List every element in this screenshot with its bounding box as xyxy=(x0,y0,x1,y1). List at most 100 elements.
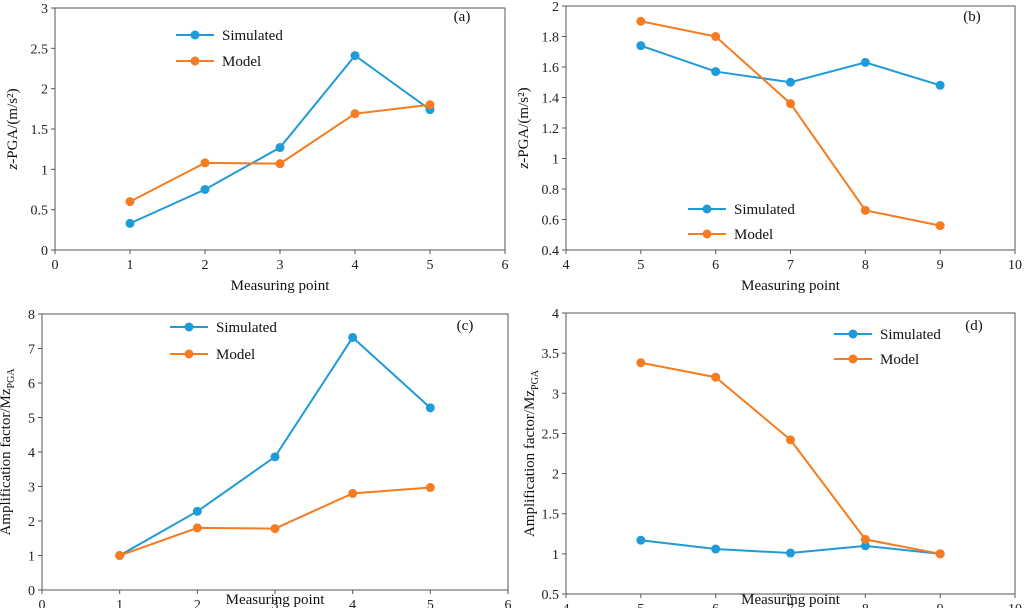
panel-a-xtick-label: 5 xyxy=(427,258,434,273)
panel-b-xtick-label: 10 xyxy=(1008,258,1022,273)
panel-d-xtick-label: 9 xyxy=(937,602,944,608)
panel-b-ytick-label: 1 xyxy=(552,153,559,168)
panel-d-xtick-label: 8 xyxy=(862,602,869,608)
panel-a-ytick-label: 2 xyxy=(41,83,48,98)
panel-a-series-simulated-point xyxy=(350,51,360,61)
panel-b-series-simulated-point xyxy=(860,57,870,67)
panel-a-ytick-label: 1.5 xyxy=(31,123,49,138)
panel-a-legend-label-simulated: Simulated xyxy=(222,28,283,44)
panel-d-legend-label-simulated: Simulated xyxy=(880,327,941,343)
panel-b-xtick-label: 6 xyxy=(712,258,719,273)
panel-b-xtick-label: 4 xyxy=(563,258,570,273)
panel-c-label: (c) xyxy=(457,318,474,334)
panel-d-ytick-label: 4 xyxy=(552,307,559,322)
panel-c-xtick-label: 6 xyxy=(505,598,512,608)
panel-c-ytick-label: 7 xyxy=(28,343,35,358)
panel-a-xtick-label: 0 xyxy=(52,258,59,273)
panel-c-ytick-label: 3 xyxy=(28,481,35,496)
panel-a-ytick-label: 0.5 xyxy=(31,204,49,219)
panel-c-ytick-label: 1 xyxy=(28,550,35,565)
panel-a-series-model-point xyxy=(275,159,285,169)
panel-c-series-simulated-point xyxy=(192,506,202,516)
panel-c-ylabel: Amplification factor/MzPGA xyxy=(0,368,17,536)
panel-c-legend-marker-simulated xyxy=(184,322,194,332)
panel-b-legend-label-simulated: Simulated xyxy=(734,202,795,218)
panel-d-ytick-label: 3 xyxy=(552,387,559,402)
panel-c-series-simulated-point xyxy=(348,332,358,342)
panel-c-series-model-point xyxy=(115,551,125,560)
panel-b-legend-marker-simulated xyxy=(702,204,712,214)
panel-a-legend-marker-model xyxy=(190,56,200,66)
panel-b-series-simulated-point xyxy=(935,80,945,90)
panel-a-plot-frame xyxy=(54,7,506,251)
panel-c-ytick-label: 2 xyxy=(28,515,35,530)
panel-b-ytick-label: 0.8 xyxy=(542,183,560,198)
panel-c-xtick-label: 4 xyxy=(349,598,356,608)
panel-b-series-model-point xyxy=(636,16,646,26)
panel-d-xtick-label: 5 xyxy=(637,602,644,608)
panel-a-ytick-label: 1 xyxy=(41,163,48,178)
panel-b-ytick-label: 1.4 xyxy=(542,92,560,107)
panel-a-xtick-label: 3 xyxy=(277,258,284,273)
panel-c-series-simulated-line xyxy=(119,335,432,557)
panel-a-ytick-label: 0 xyxy=(41,244,48,259)
panel-b-xtick-label: 9 xyxy=(937,258,944,273)
panel-d-series-simulated-point xyxy=(711,544,721,554)
panel-a-series-model-point xyxy=(350,109,360,119)
panel-c-legend-label-simulated: Simulated xyxy=(216,320,277,336)
panel-b-series-model-point xyxy=(711,32,721,41)
panel-c-legend-label-model: Model xyxy=(216,347,255,363)
panel-c-xtick-label: 0 xyxy=(39,598,46,608)
panel-d-series-simulated-point xyxy=(860,541,870,551)
panel-c-ytick-label: 5 xyxy=(28,412,35,427)
panel-a-xtick-label: 2 xyxy=(202,258,209,273)
panel-d-xtick-label: 4 xyxy=(563,602,570,608)
panel-a-xtick-label: 4 xyxy=(352,258,359,273)
panel-d-legend-label-model: Model xyxy=(880,352,919,368)
panel-d-ytick-label: 3.5 xyxy=(542,347,560,362)
panel-b-ytick-label: 1.2 xyxy=(542,122,560,137)
panel-c-xtick-label: 2 xyxy=(194,598,201,608)
panel-a-label: (a) xyxy=(454,9,471,25)
panel-a-series-simulated-point xyxy=(200,185,210,194)
panel-a-ytick-label: 2.5 xyxy=(31,42,49,57)
panel-c-ytick-label: 0 xyxy=(28,584,35,599)
panel-c-xtick-label: 3 xyxy=(272,598,279,608)
panel-d-series-simulated-point xyxy=(636,535,646,545)
panel-c-legend-marker-model xyxy=(184,349,194,359)
panel-b-xtick-label: 8 xyxy=(862,258,869,273)
panel-c-series-simulated-point xyxy=(425,403,435,413)
panel-a-xlabel: Measuring point xyxy=(231,278,331,294)
panel-d-series-model-point xyxy=(860,534,870,544)
panel-c-series-model-point xyxy=(425,483,435,493)
panel-c-xtick-label: 1 xyxy=(116,598,123,608)
panel-d-label: (d) xyxy=(965,318,983,334)
panel-b-series-model-line xyxy=(640,20,941,227)
panel-b-series-model-point xyxy=(860,205,870,215)
panel-d-series-model-point xyxy=(636,358,646,368)
panel-a-series-model-point xyxy=(425,100,435,110)
panel-d-series-model-point xyxy=(786,435,795,445)
panel-b-ytick-label: 1.6 xyxy=(542,61,560,76)
panel-d-ytick-label: 1.5 xyxy=(542,508,560,523)
panel-b-xtick-label: 5 xyxy=(637,258,644,273)
panel-c-xtick-label: 5 xyxy=(427,598,434,608)
panel-b-ytick-label: 2 xyxy=(552,0,559,15)
panel-d-series-model-point xyxy=(711,372,721,382)
panel-a-series-simulated-point xyxy=(125,218,135,228)
panel-b-xlabel: Measuring point xyxy=(741,278,841,294)
panel-d-ytick-label: 2 xyxy=(552,468,559,483)
panel-b-ytick-label: 1.8 xyxy=(542,31,560,46)
panel-d-series-simulated-point xyxy=(786,548,795,558)
panel-a-series-simulated-line xyxy=(129,54,431,225)
panel-b-label: (b) xyxy=(963,9,981,25)
panel-a-ylabel: z-PGA/(m/s²) xyxy=(5,88,21,170)
panel-d-legend-marker-model xyxy=(848,354,858,364)
panel-a-xtick-label: 1 xyxy=(127,258,134,273)
panel-c-series-model-point xyxy=(270,524,280,534)
panel-b-xtick-label: 7 xyxy=(787,258,794,273)
panel-a-legend-marker-simulated xyxy=(190,30,200,40)
panel-b-series-simulated-point xyxy=(636,41,646,51)
panel-d-ytick-label: 1 xyxy=(552,548,559,563)
